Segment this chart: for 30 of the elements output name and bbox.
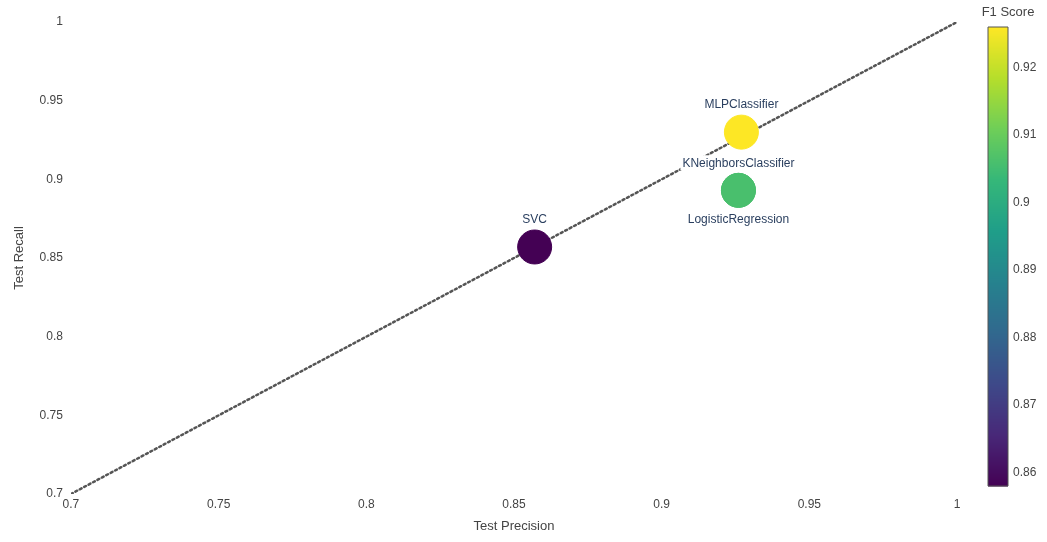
y-tick-label: 1 — [56, 14, 64, 29]
annotation: SVC — [522, 212, 548, 227]
y-tick-label: 0.85 — [39, 250, 64, 265]
x-tick-label: 0.8 — [357, 496, 375, 511]
point — [723, 114, 759, 150]
y-tick-label: 0.7 — [46, 486, 64, 501]
color-bar-title: F1 Score — [981, 4, 1035, 20]
point — [517, 229, 553, 265]
color-bar-label: 0.92 — [1013, 59, 1037, 74]
color-bar-label: 0.9 — [1013, 194, 1031, 209]
x-axis-title: Test Precision — [473, 517, 555, 533]
y-tick-label: 0.95 — [39, 92, 64, 107]
x-tick-label: 0.9 — [653, 496, 671, 511]
y-axis-title: Test Recall — [11, 226, 27, 290]
y-tick-label: 0.75 — [39, 407, 64, 422]
annotation: MLPClassifier — [704, 97, 779, 112]
annotation: KNeighborsClassifier — [682, 155, 795, 170]
y-tick-label: 0.8 — [46, 328, 64, 343]
color-bar-label: 0.91 — [1013, 127, 1037, 142]
annotation: LogisticRegression — [687, 211, 790, 226]
x-tick-label: 0.75 — [206, 496, 231, 511]
color-bar-label: 0.87 — [1013, 397, 1037, 412]
x-tick-label: 0.95 — [797, 496, 822, 511]
color-bar-label: 0.88 — [1013, 329, 1037, 344]
color-bar-label: 0.89 — [1013, 262, 1037, 277]
x-tick-label: 1 — [953, 496, 961, 511]
color-bar-label: 0.86 — [1013, 464, 1037, 479]
x-tick-label: 0.85 — [502, 496, 526, 511]
x-tick-label: 0.7 — [62, 496, 80, 511]
y-tick-label: 0.9 — [46, 171, 64, 186]
